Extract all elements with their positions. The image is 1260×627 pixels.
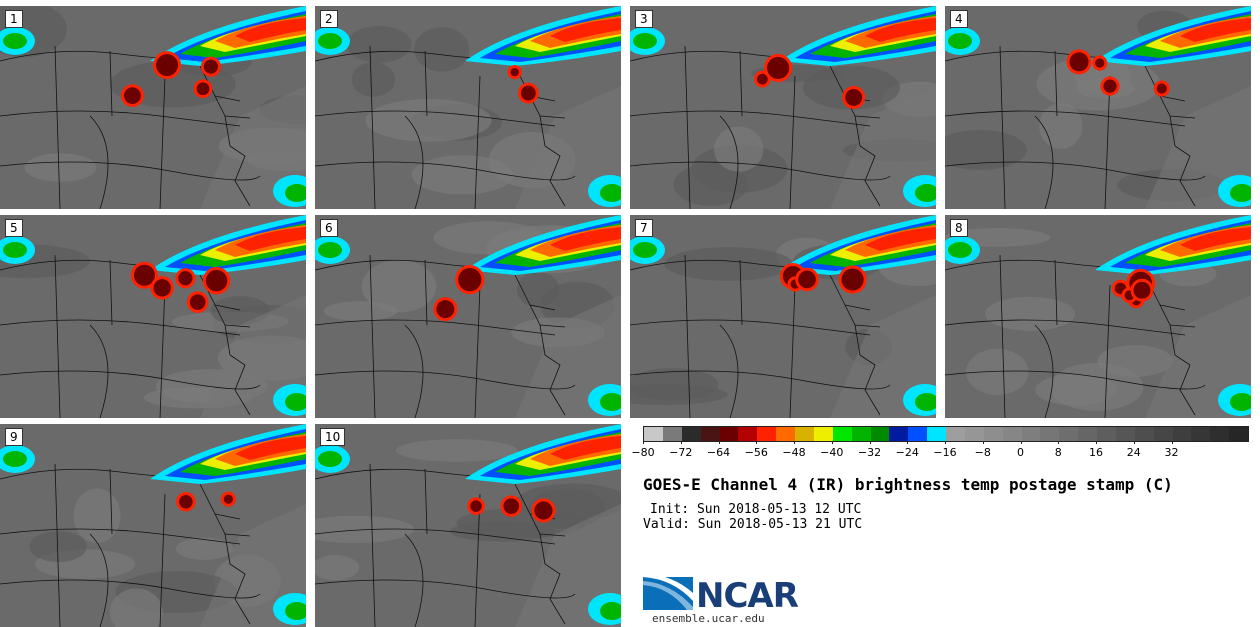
colorbar-swatch (662, 427, 682, 441)
ensemble-member-panel: 9 (0, 424, 306, 627)
member-number-label: 7 (635, 219, 653, 237)
colorbar-swatch (776, 427, 795, 441)
tick-label: 0 (1017, 446, 1024, 459)
satellite-ir-map (630, 6, 936, 209)
tick-label: −80 (631, 446, 655, 459)
tick-mark (982, 441, 984, 444)
colorbar-swatch (889, 427, 909, 441)
ensemble-member-panel: 7 (630, 215, 936, 418)
tick-mark (1020, 441, 1022, 444)
tick-label: −16 (933, 446, 957, 459)
colorbar-swatch (1172, 427, 1192, 441)
tick-mark (756, 441, 758, 444)
colorbar (643, 426, 1249, 442)
valid-time: Valid: Sun 2018-05-13 21 UTC (643, 517, 863, 532)
tick-label: −56 (744, 446, 768, 459)
ncar-logo-text: NCAR (696, 576, 799, 616)
colorbar-swatch (1040, 427, 1060, 441)
colorbar-swatch (1229, 427, 1248, 441)
tick-label: 32 (1164, 446, 1179, 459)
ensemble-member-panel: 6 (315, 215, 621, 418)
tick-mark (1133, 441, 1135, 444)
colorbar-swatch (832, 427, 852, 441)
tick-label: 16 (1089, 446, 1103, 459)
colorbar-swatch (700, 427, 720, 441)
colorbar-swatch (1210, 427, 1230, 441)
colorbar-swatch (908, 427, 928, 441)
tick-label: −72 (669, 446, 693, 459)
satellite-ir-map (315, 424, 621, 627)
member-number-label: 2 (320, 10, 338, 28)
tick-label: −24 (895, 446, 919, 459)
satellite-ir-map (0, 6, 306, 209)
tick-mark (718, 441, 720, 444)
ensemble-member-panel: 1 (0, 6, 306, 209)
ncar-logo-icon (643, 573, 693, 610)
tick-mark (869, 441, 871, 444)
satellite-ir-map (945, 6, 1251, 209)
satellite-ir-map (945, 215, 1251, 418)
member-number-label: 10 (320, 428, 346, 446)
tick-label: 24 (1126, 446, 1141, 459)
tick-mark (794, 441, 795, 444)
init-time: Init: Sun 2018-05-13 12 UTC (650, 502, 862, 517)
satellite-ir-map (315, 215, 621, 418)
colorbar-swatch (1002, 427, 1022, 441)
ensemble-member-panel: 3 (630, 6, 936, 209)
tick-mark (680, 441, 682, 444)
tick-label: 8 (1054, 446, 1062, 459)
colorbar-swatch (681, 427, 701, 441)
ensemble-member-panel: 5 (0, 215, 306, 418)
colorbar-swatch (927, 427, 946, 441)
member-number-label: 3 (635, 10, 653, 28)
tick-mark (1171, 441, 1173, 444)
colorbar-swatch (851, 427, 871, 441)
colorbar-swatch (1153, 427, 1173, 441)
member-number-label: 8 (950, 219, 968, 237)
ensemble-member-panel: 4 (945, 6, 1251, 209)
colorbar-swatch (1097, 427, 1116, 441)
colorbar-swatch (1134, 427, 1154, 441)
colorbar-swatch (983, 427, 1003, 441)
colorbar-swatch (964, 427, 984, 441)
ensemble-member-panel: 2 (315, 6, 621, 209)
tick-mark (907, 441, 909, 444)
tick-mark (831, 441, 833, 444)
tick-label: −8 (974, 446, 991, 459)
member-number-label: 6 (320, 219, 338, 237)
tick-label: −48 (782, 446, 806, 459)
figure-title: GOES-E Channel 4 (IR) brightness temp po… (643, 475, 1173, 494)
colorbar-swatch (738, 427, 758, 441)
tick-mark (1058, 441, 1060, 444)
colorbar-swatch (795, 427, 814, 441)
tick-label: −32 (857, 446, 882, 459)
colorbar-swatch (1059, 427, 1079, 441)
satellite-ir-map (0, 424, 306, 627)
tick-mark (643, 441, 644, 444)
colorbar-swatch (719, 427, 739, 441)
colorbar-swatch (1021, 427, 1041, 441)
site-url: ensemble.ucar.edu (652, 612, 765, 625)
colorbar-swatch (644, 427, 663, 441)
member-number-label: 4 (950, 10, 968, 28)
ensemble-member-panel: 10 (315, 424, 621, 627)
colorbar-swatch (1191, 427, 1211, 441)
colorbar-swatch (946, 427, 965, 441)
tick-label: −64 (706, 446, 731, 459)
satellite-ir-map (315, 6, 621, 209)
satellite-ir-map (0, 215, 306, 418)
member-number-label: 1 (5, 10, 23, 28)
tick-mark (945, 441, 946, 444)
member-number-label: 9 (5, 428, 23, 446)
ensemble-member-panel: 8 (945, 215, 1251, 418)
colorbar-swatch (1115, 427, 1135, 441)
colorbar-swatch (813, 427, 833, 441)
colorbar-swatch (870, 427, 890, 441)
colorbar-swatch (1078, 427, 1097, 441)
tick-label: −40 (820, 446, 844, 459)
member-number-label: 5 (5, 219, 23, 237)
colorbar-swatch (757, 427, 777, 441)
satellite-ir-map (630, 215, 936, 418)
tick-mark (1096, 441, 1097, 444)
